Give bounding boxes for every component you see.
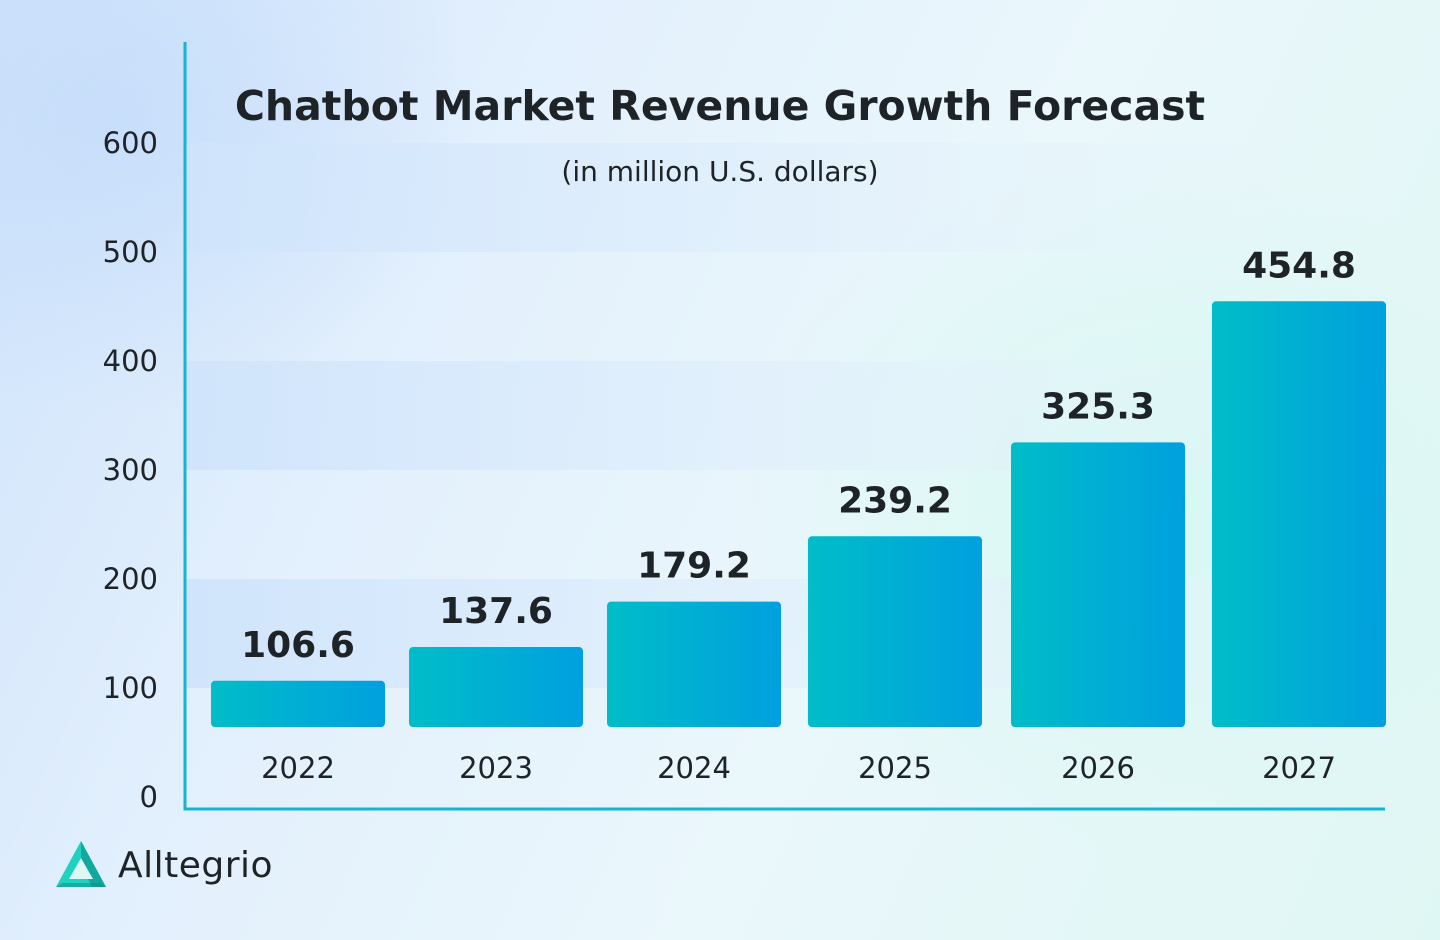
y-tick-label: 300 — [103, 453, 158, 487]
data-label-2024: 179.2 — [637, 546, 751, 587]
alltegrio-logo-icon — [56, 841, 106, 887]
y-tick-label: 0 — [140, 780, 158, 814]
chart-subtitle: (in million U.S. dollars) — [561, 155, 878, 188]
bars — [211, 301, 1386, 727]
axes — [183, 42, 1385, 811]
chart-title: Chatbot Market Revenue Growth Forecast — [235, 82, 1205, 130]
grid-bands — [185, 143, 1385, 688]
y-tick-label: 200 — [103, 562, 158, 596]
data-label-2026: 325.3 — [1041, 386, 1155, 427]
x-tick-label-2022: 2022 — [261, 751, 335, 785]
x-tick-label-2023: 2023 — [459, 751, 533, 785]
bar-2024 — [607, 601, 781, 727]
data-label-2027: 454.8 — [1242, 245, 1356, 286]
y-tick-label: 100 — [103, 671, 158, 705]
data-label-2025: 239.2 — [838, 480, 952, 521]
x-category-labels: 2022 2023 2024 2025 2026 2027 — [261, 751, 1336, 785]
bar-2023 — [409, 647, 583, 727]
grid-band-1 — [185, 361, 1385, 470]
y-tick-label: 400 — [103, 344, 158, 378]
x-tick-label-2024: 2024 — [657, 751, 731, 785]
data-labels: 106.6 137.6 179.2 239.2 325.3 454.8 — [241, 245, 1356, 666]
bar-2025 — [808, 536, 982, 727]
data-label-2022: 106.6 — [241, 625, 355, 666]
bar-2022 — [211, 680, 385, 727]
x-tick-label-2025: 2025 — [858, 751, 932, 785]
x-tick-label-2027: 2027 — [1262, 751, 1336, 785]
x-tick-label-2026: 2026 — [1061, 751, 1135, 785]
bar-2027 — [1212, 301, 1386, 727]
data-label-2023: 137.6 — [439, 591, 553, 632]
brand-name: Alltegrio — [118, 844, 274, 886]
brand-logo: Alltegrio — [54, 838, 273, 892]
grid-band-2 — [185, 143, 1385, 252]
y-tick-label: 500 — [103, 235, 158, 269]
bar-2026 — [1011, 442, 1185, 727]
grid-band-0 — [185, 579, 1385, 688]
y-tick-labels: 0 100 200 300 400 500 600 — [103, 126, 158, 814]
y-tick-label: 600 — [103, 126, 158, 160]
